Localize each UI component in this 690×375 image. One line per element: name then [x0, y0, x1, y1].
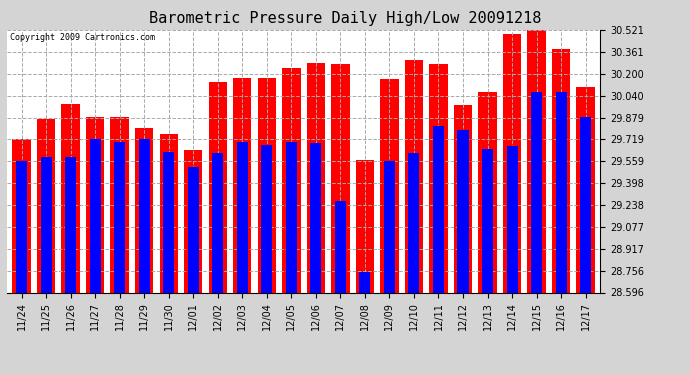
Bar — [12, 139, 31, 292]
Bar — [433, 126, 444, 292]
Bar — [286, 142, 297, 292]
Bar — [139, 139, 150, 292]
Bar — [531, 92, 542, 292]
Bar — [61, 104, 80, 292]
Bar — [184, 150, 202, 292]
Bar — [408, 153, 420, 292]
Bar — [262, 145, 273, 292]
Bar — [37, 119, 55, 292]
Bar — [90, 139, 101, 292]
Bar — [306, 63, 325, 292]
Bar — [552, 49, 570, 292]
Bar — [331, 64, 350, 292]
Bar — [164, 152, 175, 292]
Bar — [405, 60, 423, 292]
Bar — [555, 92, 566, 292]
Bar — [527, 30, 546, 292]
Bar — [576, 87, 595, 292]
Bar — [335, 201, 346, 292]
Bar — [257, 78, 276, 292]
Bar — [503, 34, 521, 292]
Text: Barometric Pressure Daily High/Low 20091218: Barometric Pressure Daily High/Low 20091… — [149, 11, 541, 26]
Bar — [213, 153, 224, 292]
Bar — [457, 130, 469, 292]
Bar — [482, 149, 493, 292]
Bar — [310, 143, 322, 292]
Bar — [208, 82, 227, 292]
Bar — [580, 117, 591, 292]
Bar — [188, 166, 199, 292]
Bar — [16, 161, 27, 292]
Bar — [429, 64, 448, 292]
Bar — [356, 160, 374, 292]
Bar — [233, 78, 251, 292]
Bar — [380, 79, 399, 292]
Bar — [159, 134, 178, 292]
Bar — [384, 161, 395, 292]
Bar — [114, 142, 125, 292]
Bar — [135, 128, 153, 292]
Bar — [478, 92, 497, 292]
Bar — [359, 272, 371, 292]
Bar — [282, 68, 301, 292]
Bar — [65, 157, 76, 292]
Bar — [237, 142, 248, 292]
Text: Copyright 2009 Cartronics.com: Copyright 2009 Cartronics.com — [10, 33, 155, 42]
Bar — [110, 117, 129, 292]
Bar — [86, 117, 104, 292]
Bar — [454, 105, 472, 292]
Bar — [41, 157, 52, 292]
Bar — [506, 146, 518, 292]
